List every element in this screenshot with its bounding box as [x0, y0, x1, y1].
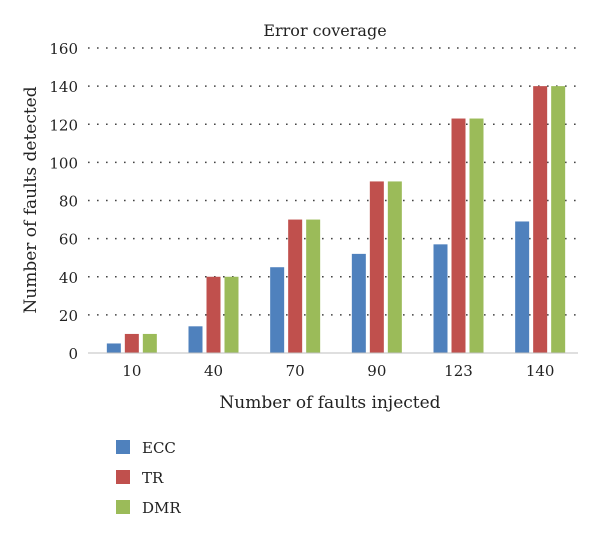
gridlines — [88, 47, 578, 316]
bar-ecc-90 — [351, 253, 366, 353]
x-tick-label: 40 — [204, 362, 223, 380]
y-tick-label: 20 — [59, 307, 78, 325]
legend-swatch-tr — [116, 470, 130, 484]
bar-ecc-70 — [270, 267, 285, 353]
y-tick-label: 140 — [49, 78, 78, 96]
x-tick-label: 90 — [367, 362, 386, 380]
bar-tr-90 — [369, 181, 384, 353]
bar-tr-40 — [206, 276, 221, 353]
y-tick-label: 80 — [59, 193, 78, 211]
legend-swatch-ecc — [116, 440, 130, 454]
legend-label-dmr: DMR — [142, 499, 181, 517]
bar-dmr-40 — [224, 276, 239, 353]
x-tick-label: 123 — [444, 362, 473, 380]
bar-dmr-140 — [551, 86, 566, 353]
y-tick-label: 60 — [59, 231, 78, 249]
chart-title: Error coverage — [263, 21, 386, 40]
bars — [106, 86, 566, 353]
bar-tr-10 — [124, 333, 139, 353]
legend-swatch-dmr — [116, 500, 130, 514]
x-tick-label: 10 — [122, 362, 141, 380]
x-tick-label: 70 — [286, 362, 305, 380]
y-tick-label: 100 — [49, 154, 78, 172]
y-tick-label: 0 — [68, 345, 78, 363]
bar-tr-70 — [288, 219, 303, 353]
bar-tr-123 — [451, 118, 466, 353]
y-axis-tick-labels: 0 20 40 60 80 100 120 140 160 — [49, 40, 78, 363]
legend: ECC TR DMR — [116, 439, 181, 517]
bar-tr-140 — [533, 86, 548, 353]
y-tick-label: 120 — [49, 116, 78, 134]
y-tick-label: 160 — [49, 40, 78, 58]
bar-ecc-10 — [106, 343, 121, 353]
x-axis-tick-labels: 10 40 70 90 123 140 — [122, 362, 554, 380]
y-tick-label: 40 — [59, 269, 78, 287]
y-axis-title: Number of faults detected — [21, 86, 41, 313]
bar-ecc-40 — [188, 326, 203, 353]
bar-ecc-123 — [433, 244, 448, 353]
bar-dmr-70 — [306, 219, 321, 353]
bar-dmr-10 — [142, 333, 157, 353]
bar-dmr-123 — [469, 118, 484, 353]
x-tick-label: 140 — [526, 362, 555, 380]
legend-label-tr: TR — [142, 469, 164, 487]
legend-label-ecc: ECC — [142, 439, 176, 457]
bar-ecc-140 — [515, 221, 530, 353]
x-axis-title: Number of faults injected — [219, 393, 440, 413]
bar-dmr-90 — [387, 181, 402, 353]
